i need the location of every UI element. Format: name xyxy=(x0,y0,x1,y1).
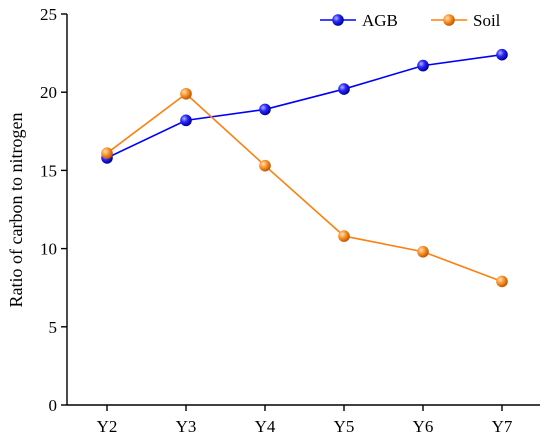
series-line-soil xyxy=(106,92,503,283)
series-layer xyxy=(101,48,508,288)
data-point-soil xyxy=(259,159,271,172)
y-tick-label: 15 xyxy=(40,161,57,180)
y-ticks: 0 5 10 15 20 25 xyxy=(40,5,67,415)
y-tick-label: 10 xyxy=(40,240,57,259)
y-tick-label: 25 xyxy=(40,5,57,24)
legend-item-agb: AGB xyxy=(320,11,398,30)
x-ticks: Y2 Y3 Y4 Y5 Y6 Y7 xyxy=(97,405,513,436)
legend: AGB Soil xyxy=(320,11,501,30)
series-soil xyxy=(101,87,508,288)
x-tick-label: Y3 xyxy=(176,417,197,436)
x-tick-label: Y5 xyxy=(334,417,355,436)
data-point-agb xyxy=(338,83,350,95)
data-point-agb xyxy=(496,48,508,61)
data-point-agb xyxy=(259,103,271,116)
y-axis-title: Ratio of carbon to nitrogen xyxy=(6,113,26,308)
series-agb xyxy=(101,48,508,164)
legend-label: AGB xyxy=(362,11,398,30)
data-point-soil xyxy=(101,147,113,159)
y-tick-label: 20 xyxy=(40,83,57,102)
series-line-agb xyxy=(106,53,503,159)
legend-marker-icon xyxy=(443,14,455,26)
data-point-soil xyxy=(417,245,429,258)
axes xyxy=(66,14,540,406)
x-tick-label: Y2 xyxy=(97,417,118,436)
y-tick-label: 0 xyxy=(49,396,58,415)
y-tick-label: 5 xyxy=(49,318,58,337)
x-tick-label: Y7 xyxy=(492,417,513,436)
data-point-soil xyxy=(496,275,508,288)
x-tick-label: Y6 xyxy=(413,417,434,436)
legend-marker-icon xyxy=(332,14,344,26)
data-point-agb xyxy=(417,59,429,72)
legend-item-soil: Soil xyxy=(431,11,501,30)
data-point-soil xyxy=(180,87,192,100)
data-point-soil xyxy=(338,230,350,242)
x-tick-label: Y4 xyxy=(255,417,276,436)
data-point-agb xyxy=(180,114,192,127)
legend-label: Soil xyxy=(473,11,501,30)
